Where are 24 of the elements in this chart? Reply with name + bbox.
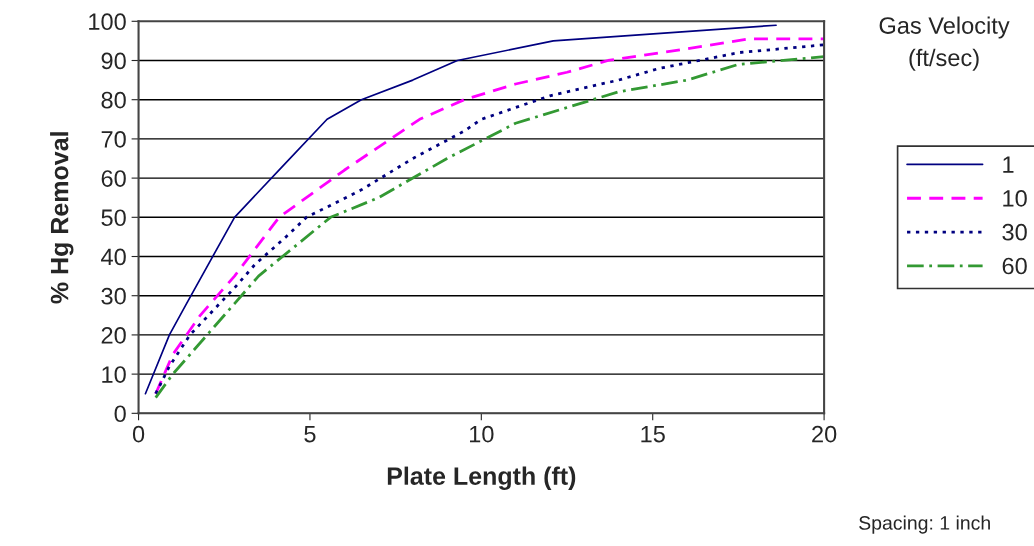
y-tick-label: 10 — [102, 366, 126, 383]
y-tick-label: 20 — [101, 326, 126, 344]
legend-label: 1 — [1003, 156, 1014, 173]
legend-title: Gas Velocity (ft/sec) — [879, 16, 1010, 71]
x-tick-label: 5 — [304, 425, 316, 443]
x-tick-label: 20 — [812, 425, 837, 443]
y-axis-title: % Hg Removal — [50, 132, 74, 304]
y-tick-label: 40 — [101, 248, 126, 266]
y-tick-label: 90 — [101, 52, 126, 70]
x-tick-label: 0 — [132, 425, 145, 443]
y-tick-label: 50 — [101, 209, 126, 227]
y-tick-label: 0 — [114, 405, 126, 423]
x-axis-title: Plate Length (ft) — [387, 466, 576, 490]
legend-label: 60 — [1002, 257, 1027, 275]
y-tick-label: 100 — [89, 13, 126, 31]
x-tick-label: 15 — [641, 425, 665, 443]
y-tick-label: 70 — [101, 130, 126, 148]
text: Spacing: 1 inch — [859, 515, 990, 534]
legend-label: 10 — [1003, 190, 1027, 207]
x-tick-label: 10 — [470, 425, 494, 443]
y-tick-label: 60 — [101, 170, 126, 187]
y-tick-label: 30 — [101, 287, 126, 305]
y-tick-label: 80 — [101, 91, 126, 109]
legend-label: 30 — [1002, 223, 1027, 241]
